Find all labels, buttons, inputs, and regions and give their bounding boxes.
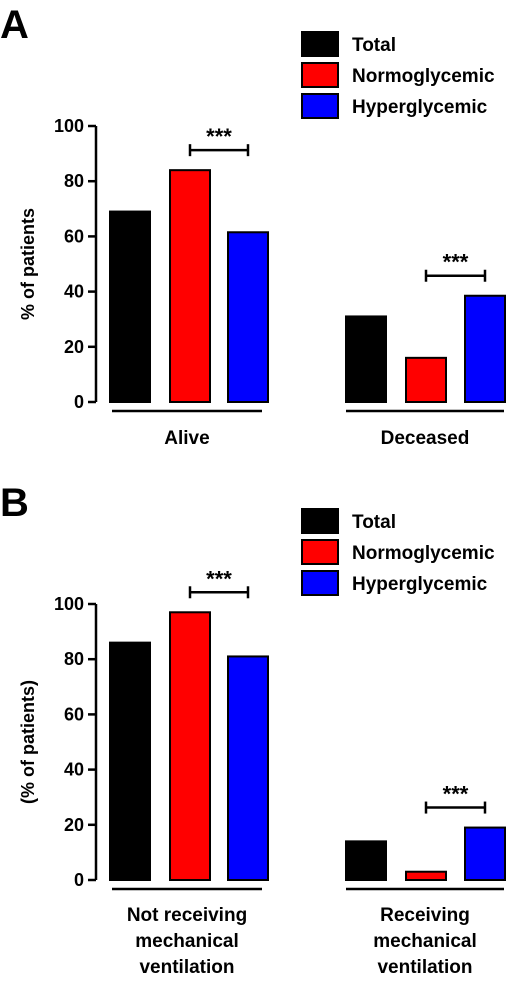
y-tick-label: 20 <box>64 815 84 835</box>
bar-hyperglycemic-0 <box>227 655 269 881</box>
bar-normoglycemic-0 <box>169 169 211 403</box>
legend-swatch-total <box>301 508 339 534</box>
y-tick-label: 60 <box>64 226 84 246</box>
bar-total-1 <box>345 840 387 881</box>
legend-label-hyperglycemic: Hyperglycemic <box>352 574 488 595</box>
category-label: Not receiving <box>127 905 247 926</box>
category-label: mechanical <box>373 931 477 952</box>
panel-letter-A: A <box>0 3 29 47</box>
category-label: Deceased <box>381 428 470 449</box>
significance-label: *** <box>206 566 232 591</box>
legend-label-total: Total <box>352 35 396 56</box>
legend-label-hyperglycemic: Hyperglycemic <box>352 97 488 118</box>
legend-label-normoglycemic: Normoglycemic <box>352 66 495 87</box>
bar-normoglycemic-1 <box>405 356 447 403</box>
y-tick-label: 100 <box>54 116 84 136</box>
y-tick-label: 60 <box>64 704 84 724</box>
y-tick-label: 40 <box>64 760 84 780</box>
y-axis-label: % of patients <box>18 208 38 320</box>
y-tick-label: 20 <box>64 337 84 357</box>
legend-label-normoglycemic: Normoglycemic <box>352 543 495 564</box>
legend-swatch-normoglycemic <box>301 539 339 565</box>
category-label: Alive <box>164 428 209 449</box>
bar-hyperglycemic-1 <box>464 294 506 403</box>
bar-hyperglycemic-1 <box>464 826 506 881</box>
y-tick-label: 0 <box>74 392 84 412</box>
y-tick-label: 40 <box>64 282 84 302</box>
legend-swatch-normoglycemic <box>301 62 339 88</box>
category-label: ventilation <box>377 957 472 978</box>
significance-label: *** <box>443 782 469 807</box>
bar-hyperglycemic-0 <box>227 231 269 403</box>
significance-label: *** <box>206 124 232 149</box>
y-tick-label: 0 <box>74 870 84 890</box>
y-tick-label: 80 <box>64 171 84 191</box>
bar-total-0 <box>109 641 151 882</box>
y-axis-label: (% of patients) <box>18 680 38 804</box>
bar-normoglycemic-0 <box>169 611 211 882</box>
bar-total-0 <box>109 210 151 403</box>
category-label: mechanical <box>135 931 239 952</box>
y-tick-label: 100 <box>54 594 84 614</box>
panel-letter-B: B <box>0 481 29 525</box>
category-label: Receiving <box>380 905 470 926</box>
legend-swatch-hyperglycemic <box>301 93 339 119</box>
legend-label-total: Total <box>352 512 396 533</box>
bar-total-1 <box>345 315 387 403</box>
y-tick-label: 80 <box>64 649 84 669</box>
significance-label: *** <box>443 250 469 275</box>
bar-normoglycemic-1 <box>405 870 447 881</box>
legend-swatch-total <box>301 31 339 57</box>
category-label: ventilation <box>139 957 234 978</box>
legend-swatch-hyperglycemic <box>301 570 339 596</box>
